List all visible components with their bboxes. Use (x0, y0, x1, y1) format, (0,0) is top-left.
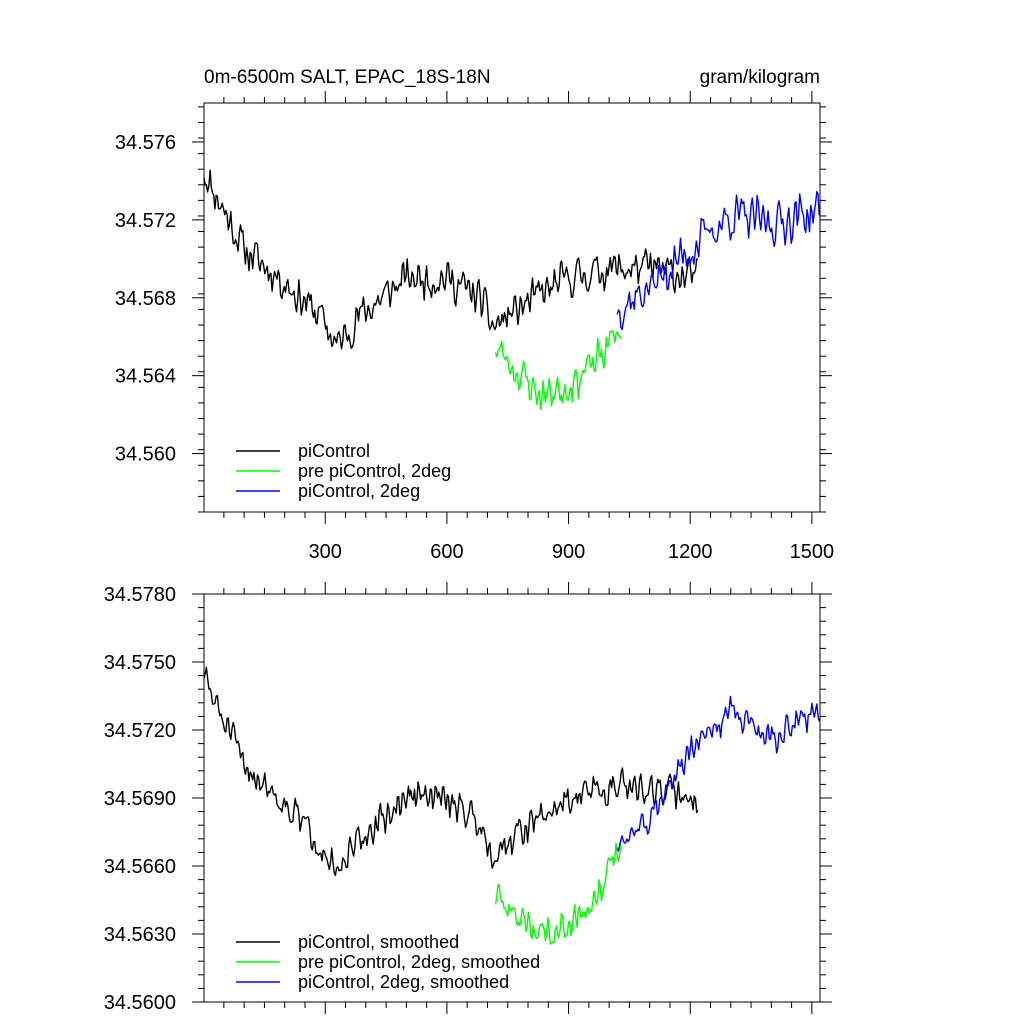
y-tick-label: 34.560 (115, 444, 176, 466)
y-tick-label: 34.5630 (104, 924, 176, 946)
legend-label: pre piControl, 2deg (298, 461, 451, 481)
legend-label: piControl, 2deg (298, 481, 420, 501)
x-tick-label: 900 (552, 541, 585, 563)
series-line-2 (616, 190, 820, 331)
y-tick-label: 34.564 (115, 366, 176, 388)
series-line-0 (204, 169, 699, 350)
series-line-0 (204, 666, 699, 877)
top-chart-panel: 0m-6500m SALT, EPAC_18S-18N gram/kilogra… (115, 67, 834, 563)
series-line-1 (494, 330, 622, 410)
y-tick-label: 34.5600 (104, 992, 176, 1014)
y-tick-label: 34.5720 (104, 720, 176, 742)
legend-label: piControl (298, 441, 370, 461)
y-tick-label: 34.5660 (104, 856, 176, 878)
y-tick-label: 34.5780 (104, 584, 176, 606)
y-tick-label: 34.576 (115, 132, 176, 154)
x-tick-label: 300 (309, 541, 342, 563)
x-tick-label: 1200 (668, 541, 713, 563)
plot-frame (203, 593, 821, 1003)
legend-label: piControl, smoothed (298, 932, 459, 952)
legend-label: piControl, 2deg, smoothed (298, 972, 509, 992)
y-tick-label: 34.5690 (104, 788, 176, 810)
y-tick-label: 34.572 (115, 210, 176, 232)
legend-label: pre piControl, 2deg, smoothed (298, 952, 540, 972)
x-tick-label: 600 (430, 541, 463, 563)
chart-units: gram/kilogram (700, 67, 820, 88)
series-line-1 (494, 842, 622, 945)
series-line-2 (616, 695, 820, 852)
plot-frame (203, 102, 821, 513)
x-tick-label: 1500 (790, 541, 835, 563)
bottom-chart-panel: 34.5600 34.5630 34.5660 34.5690 34.5720 34.57… (104, 582, 832, 1014)
chart-title: 0m-6500m SALT, EPAC_18S-18N (204, 67, 491, 88)
y-tick-label: 34.568 (115, 288, 176, 310)
y-tick-label: 34.5750 (104, 652, 176, 674)
